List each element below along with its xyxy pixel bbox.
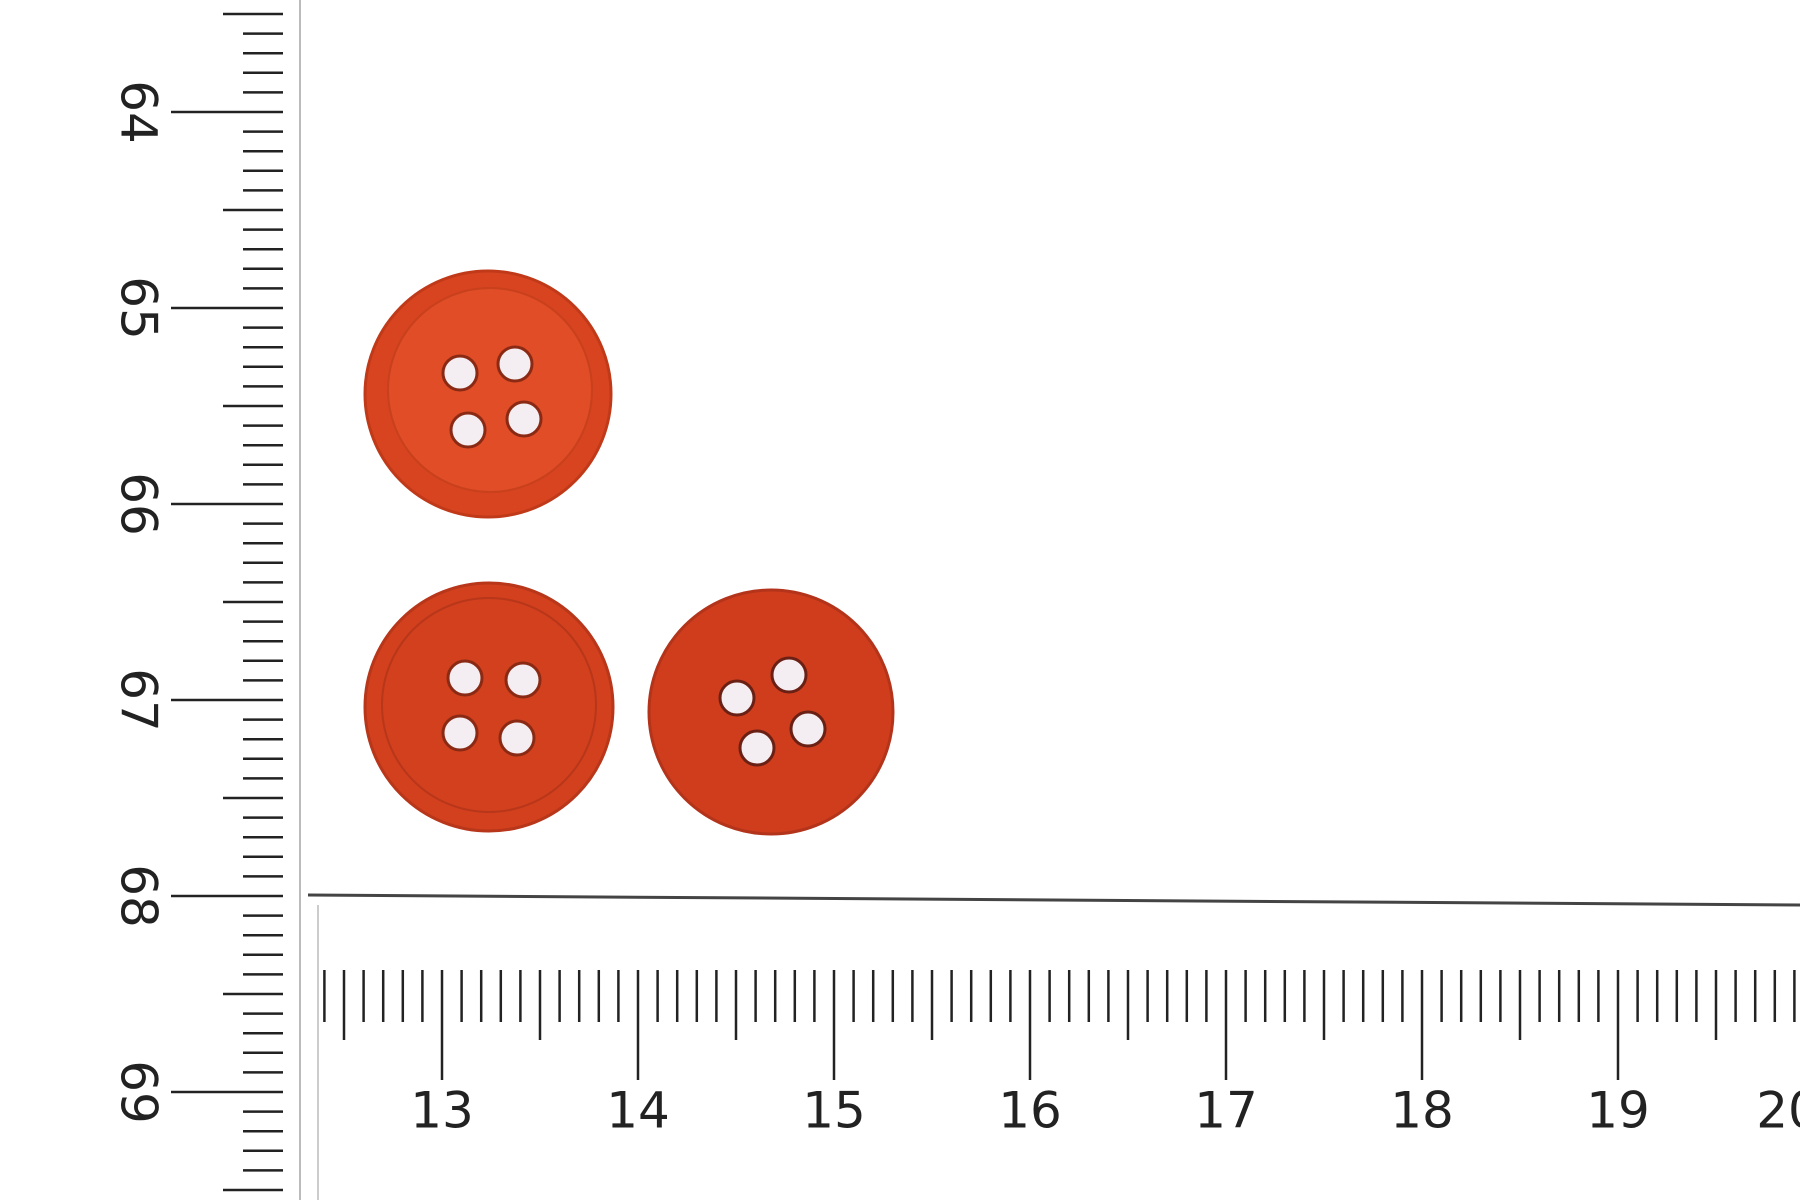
ruler-label: 15 <box>802 1082 866 1140</box>
ruler-label: 67 <box>110 668 168 732</box>
horizontal-ruler-edge <box>307 893 1800 907</box>
button <box>363 269 613 519</box>
ruler-label: 65 <box>110 276 168 340</box>
ruler-label: 17 <box>1194 1082 1258 1140</box>
ruler-label: 66 <box>110 472 168 536</box>
ruler-label: 69 <box>110 1060 168 1124</box>
ruler-label: 14 <box>606 1082 670 1140</box>
horizontal-ruler-ticks: 13 14 15 16 17 18 19 20 <box>323 970 1800 1140</box>
button <box>647 588 895 836</box>
ruler-label: 13 <box>410 1082 474 1140</box>
ruler-label: 19 <box>1586 1082 1650 1140</box>
vertical-ruler-ticks: 64 65 66 67 68 69 <box>110 12 283 1192</box>
button <box>363 581 615 833</box>
ruler-label: 68 <box>110 864 168 928</box>
ruler-label: 16 <box>998 1082 1062 1140</box>
ruler-label: 20 <box>1756 1082 1800 1140</box>
ruler-label: 64 <box>110 80 168 144</box>
ruler-label: 18 <box>1390 1082 1454 1140</box>
